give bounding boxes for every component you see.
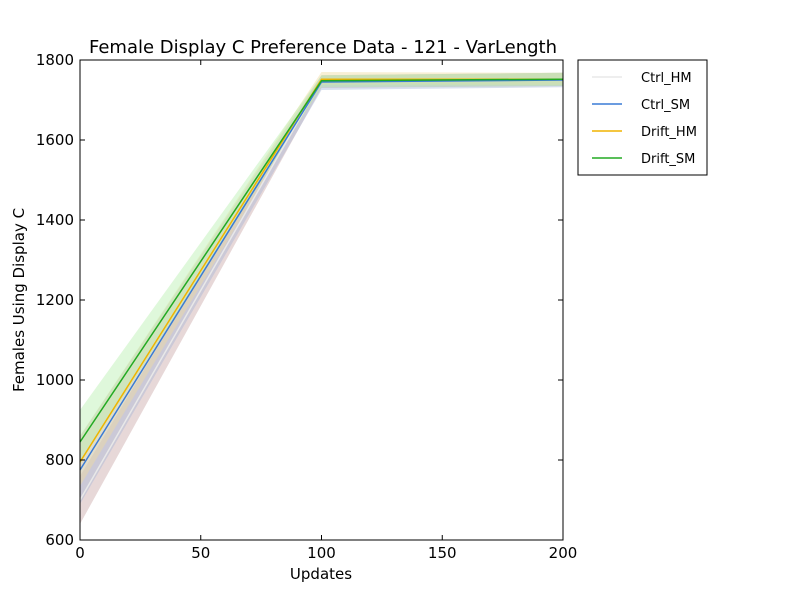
x-axis-label: Updates — [290, 565, 352, 583]
series-lines — [79, 78, 564, 501]
series-line-drift-hm — [79, 78, 563, 463]
legend: Ctrl_HM Ctrl_SM Drift_HM Drift_SM — [577, 59, 708, 176]
legend-frame — [577, 59, 708, 176]
y-tick-label: 1400 — [36, 211, 74, 229]
series-line-ctrl-sm — [79, 79, 564, 471]
y-tick-label: 1800 — [36, 51, 74, 69]
legend-label: Drift_SM — [641, 152, 695, 167]
confidence-bands — [80, 72, 563, 525]
y-tick-label: 1600 — [36, 131, 74, 149]
band-drift-hm — [80, 72, 563, 486]
band-ctrl-sm — [80, 72, 563, 505]
band-drift-sm — [80, 72, 563, 465]
x-tick-label: 100 — [307, 544, 336, 562]
band-ctrl-hm — [80, 72, 563, 525]
series-line-drift-sm — [79, 78, 564, 443]
y-tick-label: 1000 — [36, 371, 74, 389]
y-tick-label: 600 — [45, 531, 74, 549]
x-tick-label: 150 — [428, 544, 457, 562]
series-line-ctrl-hm — [79, 78, 564, 501]
chart-title: Female Display C Preference Data - 121 -… — [89, 37, 557, 58]
legend-label: Ctrl_HM — [641, 71, 692, 86]
x-tick-label: 0 — [75, 544, 85, 562]
plot-frame — [79, 59, 564, 541]
y-tick-label: 800 — [45, 451, 74, 469]
x-tick-label: 200 — [549, 544, 578, 562]
legend-label: Drift_HM — [641, 125, 697, 140]
y-axis-ticks: 600 800 1000 1200 1400 1600 1800 — [36, 51, 563, 549]
y-axis-label: Females Using Display C — [10, 208, 28, 392]
y-tick-label: 1200 — [36, 291, 74, 309]
legend-label: Ctrl_SM — [641, 98, 690, 113]
x-tick-label: 50 — [191, 544, 210, 562]
x-axis-ticks: 0 50 100 150 200 — [75, 60, 577, 562]
